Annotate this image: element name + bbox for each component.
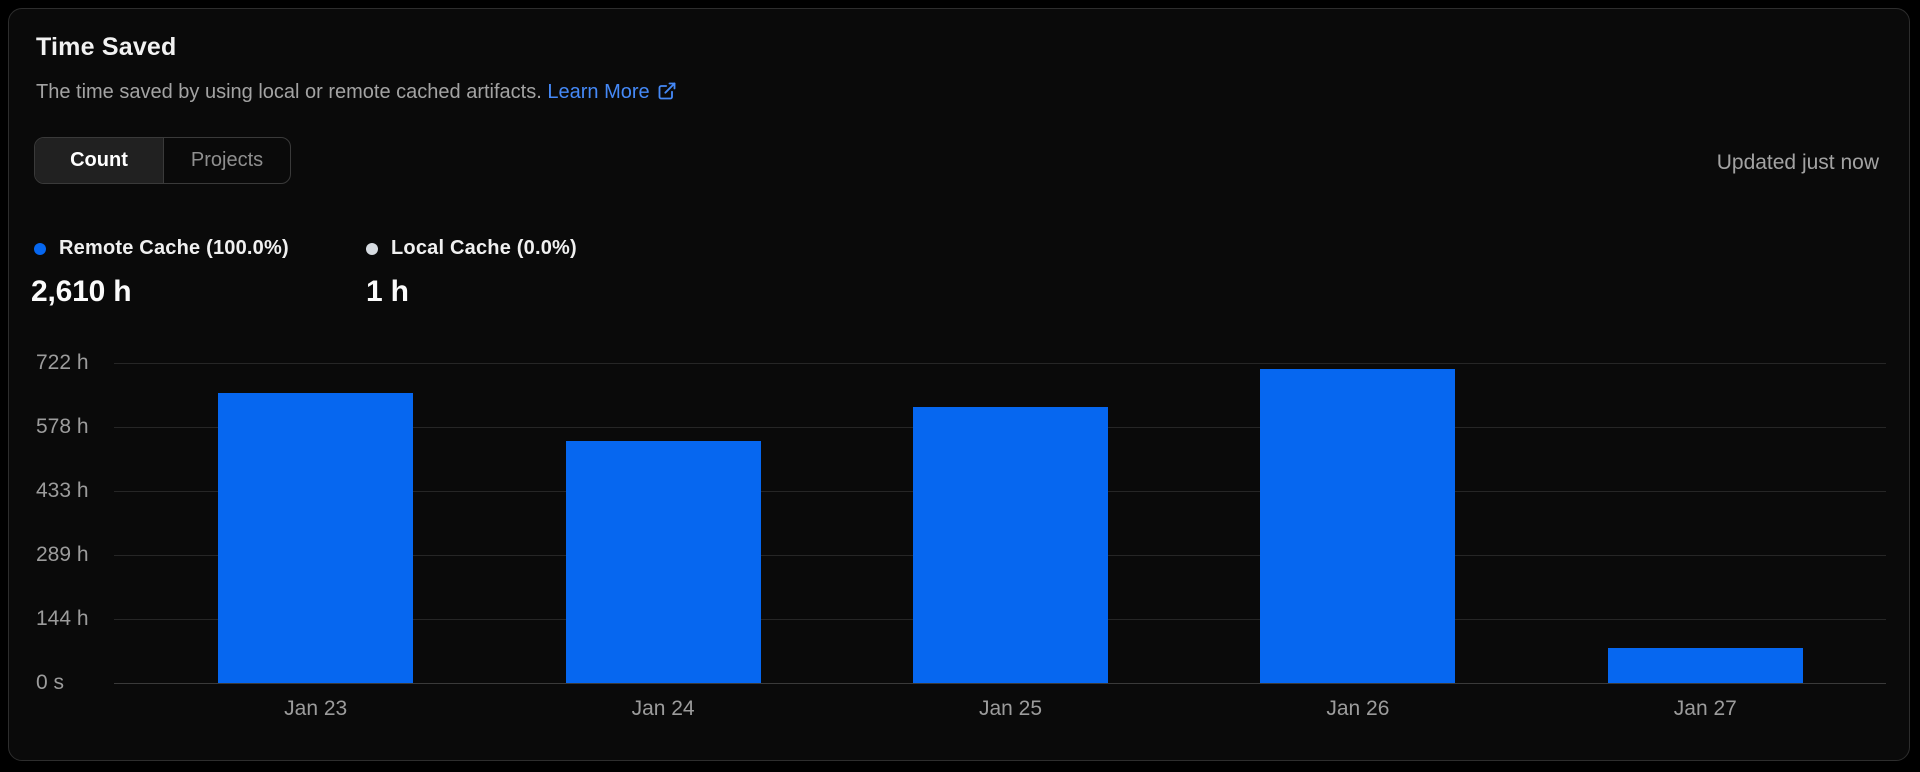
x-axis-label: Jan 25 [978, 697, 1043, 720]
page-subtitle: The time saved by using local or remote … [36, 81, 677, 104]
x-axis-label: Jan 26 [1326, 697, 1390, 720]
x-axis-label: Jan 24 [631, 697, 695, 720]
y-axis-label: 0 s [36, 671, 65, 694]
tab-count[interactable]: Count [35, 138, 164, 183]
gridline [114, 683, 1886, 684]
legend-item-remote-cache: Remote Cache (100.0%) [34, 237, 289, 260]
y-axis-label: 433 h [36, 479, 89, 503]
gridline [114, 363, 1886, 364]
count-projects-toggle: Count Projects [34, 137, 291, 184]
bar-jan-26[interactable] [1260, 369, 1456, 683]
remote-cache-dot-icon [34, 242, 46, 255]
updated-status: Updated just now [1716, 151, 1879, 174]
y-axis-label: 289 h [36, 542, 89, 566]
external-link-icon [657, 81, 677, 101]
page-title: Time Saved [36, 33, 177, 61]
bar-jan-24[interactable] [565, 441, 761, 683]
bar-jan-23[interactable] [218, 393, 414, 683]
subtitle-text: The time saved by using local or remote … [36, 81, 542, 103]
y-axis-label: 144 h [36, 607, 89, 631]
bar-jan-25[interactable] [913, 407, 1108, 683]
local-cache-dot-icon [366, 242, 378, 255]
y-axis-label: 722 h [36, 351, 89, 374]
x-axis-label: Jan 23 [284, 697, 348, 720]
legend-label: Local Cache (0.0%) [391, 237, 577, 259]
legend-item-local-cache: Local Cache (0.0%) [366, 237, 577, 260]
bar-jan-27[interactable] [1607, 648, 1803, 683]
legend-label: Remote Cache (100.0%) [59, 237, 289, 259]
tab-projects[interactable]: Projects [190, 149, 264, 171]
learn-more-link[interactable]: Learn More [547, 81, 650, 103]
remote-cache-total: 2,610 h [31, 275, 132, 308]
time-saved-card: Time Saved The time saved by using local… [8, 8, 1910, 761]
local-cache-total: 1 h [366, 275, 409, 308]
y-axis-label: 578 h [36, 414, 89, 438]
x-axis-label: Jan 27 [1673, 697, 1737, 720]
